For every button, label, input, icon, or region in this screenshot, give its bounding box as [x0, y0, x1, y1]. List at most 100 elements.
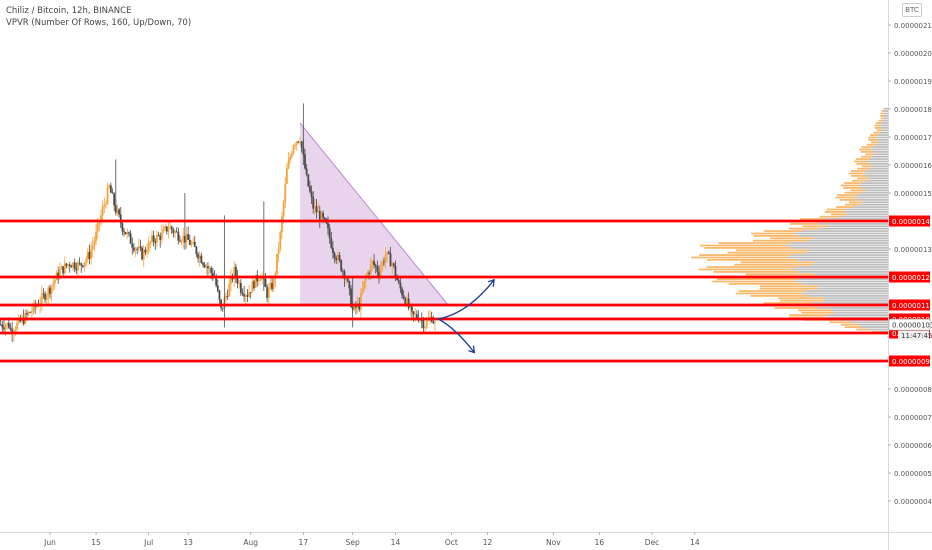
candle-body	[29, 312, 32, 313]
candle-body	[399, 282, 402, 289]
candle-body	[62, 266, 65, 274]
vp-up-bar	[764, 230, 802, 232]
vp-down-bar	[824, 316, 888, 319]
candle-body	[203, 264, 206, 268]
vp-up-bar	[859, 148, 872, 151]
candle-body	[397, 279, 400, 283]
candle-body	[264, 278, 267, 288]
projection-arrow-up[interactable]	[438, 279, 495, 320]
candle-body	[353, 304, 356, 310]
candle-body	[313, 206, 316, 209]
vp-down-bar	[790, 247, 888, 249]
vp-up-bar	[798, 309, 833, 312]
vp-up-bar	[875, 122, 882, 124]
vp-down-bar	[883, 117, 888, 120]
vp-up-bar	[753, 235, 799, 237]
candle-body	[123, 231, 125, 233]
candle-body	[95, 231, 97, 241]
candle-body	[73, 262, 76, 269]
vp-down-bar	[856, 194, 888, 196]
vp-up-bar	[750, 295, 809, 297]
vp-up-bar	[706, 266, 797, 268]
candle-body	[315, 206, 318, 213]
vp-down-bar	[806, 239, 888, 242]
candle-body	[175, 231, 178, 233]
candle-body	[346, 278, 349, 282]
candle-body	[40, 293, 43, 304]
arrow-head-down	[468, 345, 476, 354]
candle-body	[279, 232, 282, 249]
candle-body	[373, 260, 375, 266]
candle-body	[236, 276, 239, 284]
vp-up-bar	[691, 256, 789, 259]
candle-body	[192, 241, 195, 244]
candle-body	[121, 223, 124, 232]
candle-body	[187, 234, 190, 240]
candle-body	[425, 320, 428, 328]
vp-up-bar	[789, 223, 818, 225]
chart-legend: Chiliz / Bitcoin, 12h, BINANCE VPVR (Num…	[6, 5, 191, 29]
vp-down-bar	[798, 271, 888, 273]
candle-body	[327, 223, 329, 229]
vp-down-bar	[805, 251, 888, 254]
candle-body	[190, 243, 193, 245]
vp-down-bar	[874, 153, 888, 156]
candle-body	[42, 293, 45, 295]
vp-up-bar	[850, 189, 866, 192]
currency-button[interactable]: BTC	[902, 3, 922, 17]
current-price-label: 0.00000103	[892, 322, 932, 330]
vp-up-bar	[826, 208, 846, 211]
vp-up-bar	[854, 160, 868, 163]
vp-down-bar	[871, 151, 888, 153]
candle-body	[96, 223, 99, 232]
candle-body	[361, 289, 364, 294]
candle-body	[404, 298, 407, 305]
vp-up-bar	[712, 280, 795, 283]
candle-body	[114, 205, 117, 213]
vp-down-bar	[867, 160, 888, 163]
candle-body	[332, 247, 334, 254]
current-price-tag	[888, 318, 931, 331]
vp-down-bar	[801, 292, 888, 295]
projection-arrow-down[interactable]	[437, 318, 475, 354]
candle-body	[85, 259, 88, 263]
vp-down-bar	[808, 295, 888, 297]
vp-up-bar	[788, 316, 825, 319]
candle-body	[290, 153, 293, 157]
candle-body	[364, 276, 367, 282]
vp-down-bar	[833, 311, 888, 314]
candle-body	[134, 248, 137, 251]
candle-body	[137, 246, 140, 250]
candle-body	[320, 212, 323, 220]
candle-body	[16, 322, 18, 330]
vp-up-bar	[829, 321, 851, 324]
candle-body	[88, 251, 91, 259]
vp-up-bar	[868, 136, 878, 139]
indicator-label[interactable]: VPVR (Number Of Rows, 160, Up/Down, 70)	[6, 18, 192, 28]
candle-body	[369, 264, 372, 275]
vp-down-bar	[788, 256, 888, 259]
candle-body	[259, 278, 262, 281]
vp-down-bar	[868, 158, 888, 160]
vp-up-bar	[876, 129, 882, 132]
candle-body	[132, 247, 135, 251]
vp-up-bar	[860, 151, 872, 153]
vp-up-bar	[735, 249, 809, 252]
candle-body	[6, 322, 9, 326]
candle-body	[32, 303, 35, 312]
candle-body	[341, 270, 344, 272]
vp-up-bar	[840, 184, 860, 187]
candle-body	[269, 282, 272, 289]
vp-up-bar	[868, 139, 878, 141]
candle-body	[230, 275, 232, 284]
plot-area[interactable]	[0, 0, 888, 532]
candle-body	[75, 268, 78, 271]
vp-up-bar	[861, 146, 873, 148]
vp-up-bar	[880, 112, 884, 115]
candle-body	[14, 329, 17, 332]
vp-down-bar	[877, 139, 888, 141]
vp-up-bar	[873, 131, 880, 134]
vp-up-bar	[861, 165, 873, 168]
